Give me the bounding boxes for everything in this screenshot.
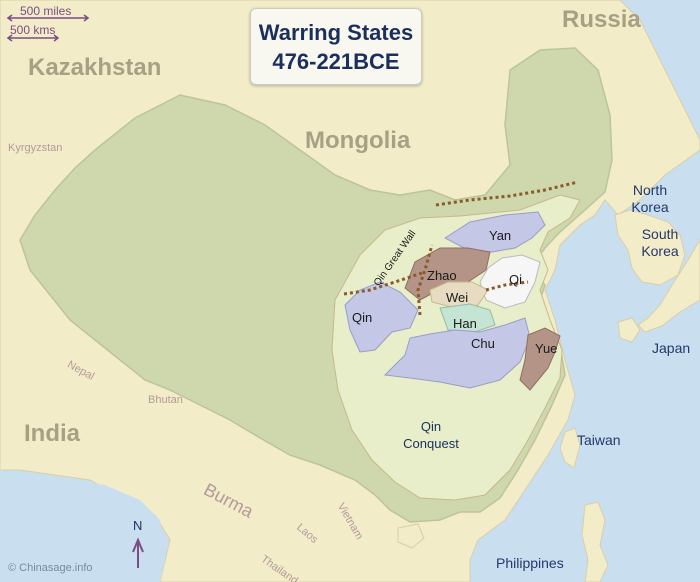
label-state-qin: Qin (352, 310, 373, 325)
label-state-yan: Yan (489, 228, 512, 243)
label-taiwan: Taiwan (577, 432, 621, 448)
scale-label-miles: 500 miles (20, 4, 72, 18)
yue-territory (519, 327, 561, 391)
hainan-land (397, 523, 425, 549)
bay-of-bengal (0, 470, 165, 582)
label-state-wei: Wei (446, 290, 469, 305)
label-qin-conquest: Qin Conquest (403, 418, 459, 452)
label-kyrgyzstan: Kyrgyzstan (8, 142, 63, 154)
label-state-han: Han (453, 316, 477, 331)
taiwan-land (559, 427, 581, 469)
chu-territory (383, 317, 531, 389)
label-russia: Russia (562, 6, 641, 33)
label-bhutan: Bhutan (148, 394, 183, 406)
label-mongolia: Mongolia (305, 127, 411, 154)
label-kazakhstan: Kazakhstan (28, 54, 162, 81)
map-title-box: Warring States 476-221BCE (250, 8, 422, 85)
qin-territory (344, 281, 419, 353)
great-wall-vertical (416, 244, 434, 316)
label-state-qi: Qi (509, 272, 522, 287)
credit-text: © Chinasage.info (8, 562, 93, 574)
label-state-yue: Yue (535, 341, 558, 356)
label-qin-conquest-line2: Conquest (403, 436, 459, 451)
wei-territory (429, 281, 489, 309)
label-state-chu: Chu (471, 336, 495, 351)
map-title-line2: 476-221BCE (272, 48, 400, 74)
compass-north-label: N (133, 518, 143, 533)
label-north-korea: North Korea (631, 182, 669, 215)
great-wall-north (435, 180, 579, 207)
label-philippines: Philippines (496, 555, 564, 571)
label-south-korea: South Korea (641, 226, 679, 259)
label-japan: Japan (652, 340, 691, 356)
scale-bar-miles (6, 14, 90, 22)
compass-arrow-icon (132, 537, 144, 568)
han-territory (439, 303, 496, 333)
map-title-line1: Warring States (258, 19, 414, 45)
japan-kyushu (617, 317, 641, 343)
great-wall-west (343, 270, 426, 296)
philippines-land (581, 501, 609, 582)
great-wall-qi (485, 280, 529, 292)
label-state-zhao: Zhao (427, 268, 457, 283)
scale-bar-kms (6, 34, 60, 42)
label-qin-conquest-line1: Qin (420, 419, 442, 434)
japan-land (637, 239, 700, 333)
scale-label-kms: 500 kms (10, 23, 56, 37)
label-india: India (24, 420, 81, 447)
